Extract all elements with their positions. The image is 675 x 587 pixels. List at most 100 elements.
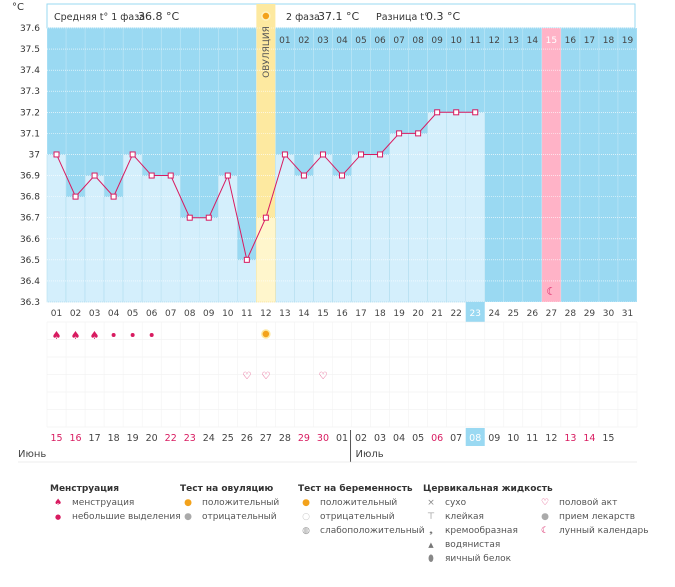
- egg-white-icon: ⬮: [428, 554, 434, 564]
- calendar-date-label: 04: [393, 433, 405, 444]
- grey-circle-icon: ●: [184, 512, 192, 522]
- cycle-day-label: 20: [412, 309, 424, 319]
- temperature-point: [167, 172, 174, 179]
- diff-label: Разница t°: [376, 12, 429, 23]
- temperature-point: [453, 109, 460, 116]
- cycle-day-label: 23: [469, 309, 480, 319]
- legend-pregnancy-test: Тест на беременность ● положительный ○ отр…: [298, 482, 425, 538]
- top-day-label: 10: [450, 36, 462, 46]
- calendar-date-label: 13: [564, 433, 576, 444]
- y-tick-label: 36.5: [20, 256, 40, 266]
- calendar-date-label: 23: [184, 433, 196, 444]
- phase2-value: 37.1 °C: [318, 10, 359, 23]
- calendar-date-label: 27: [260, 433, 272, 444]
- phase1-value: 36.8 °C: [138, 10, 179, 23]
- cycle-day-label: 09: [203, 309, 215, 319]
- cycle-day-label: 18: [374, 309, 386, 319]
- calendar-date-label: 12: [545, 433, 557, 444]
- cycle-day-label: 12: [260, 309, 271, 319]
- top-day-label: 16: [565, 36, 577, 46]
- cycle-day-label: 29: [584, 309, 596, 319]
- temperature-point: [415, 130, 422, 137]
- temperature-point: [319, 151, 326, 158]
- drop-heavy-icon: ♠: [90, 329, 100, 342]
- cycle-day-label: 03: [89, 309, 100, 319]
- legend-pregnancy-negative: отрицательный: [320, 512, 395, 522]
- ovulation-label: ОВУЛЯЦИЯ: [262, 26, 272, 78]
- temperature-point: [91, 172, 98, 179]
- y-tick-label: 36.9: [20, 172, 40, 182]
- top-day-label: 19: [622, 36, 634, 46]
- temperature-point: [472, 109, 479, 116]
- sun-icon: [261, 11, 271, 21]
- top-day-label: 04: [336, 36, 348, 46]
- calendar-date-label: 05: [412, 433, 424, 444]
- moon-icon: ☾: [546, 285, 556, 298]
- y-tick-label: 37.4: [20, 66, 40, 76]
- calendar-date-label: 11: [526, 433, 538, 444]
- cycle-day-label: 05: [127, 309, 138, 319]
- month-label-july: Июль: [356, 449, 384, 460]
- calendar-date-label: 28: [279, 433, 291, 444]
- calendar-date-label: 08: [469, 433, 481, 444]
- calendar-date-label: 03: [374, 433, 386, 444]
- temp-bar: [351, 154, 371, 303]
- y-tick-label: 36.6: [20, 235, 40, 245]
- top-day-label: 15: [546, 36, 557, 46]
- pill-icon: ●: [541, 512, 549, 522]
- cycle-day-label: 14: [298, 309, 310, 319]
- today-date-highlight: [465, 428, 485, 446]
- y-tick-label: 37.2: [20, 108, 40, 118]
- legend-medication: прием лекарств: [559, 512, 636, 522]
- calendar-date-label: 06: [431, 433, 443, 444]
- cycle-day-label: 08: [184, 309, 196, 319]
- y-tick-label: 37.5: [20, 45, 40, 55]
- top-day-label: 02: [298, 36, 309, 46]
- temperature-point: [224, 172, 231, 179]
- cycle-day-label: 07: [165, 309, 176, 319]
- legend-cervical-creamy: кремообразная: [445, 526, 518, 536]
- sun-icon: ●: [184, 498, 192, 508]
- top-day-label: 03: [317, 36, 328, 46]
- temp-bar: [122, 154, 143, 303]
- header-bar: [46, 3, 636, 29]
- calendar-date-label: 22: [165, 433, 177, 444]
- drop-small-icon: [149, 333, 154, 337]
- cycle-day-label: 16: [336, 309, 348, 319]
- temperature-point: [53, 151, 60, 158]
- top-day-label: 14: [527, 36, 539, 46]
- legend-intercourse: половой акт: [559, 498, 618, 508]
- y-tick-label: 37.3: [20, 87, 40, 97]
- y-tick-label: 36.7: [20, 214, 40, 224]
- phase2-label: 2 фаза: [286, 12, 320, 23]
- top-day-label: 11: [469, 36, 480, 46]
- legend-cervical-sticky: клейкая: [445, 512, 484, 522]
- temperature-point: [186, 214, 193, 221]
- legend-menstruation: Менструация ♠ менструация ● небольшие выде…: [50, 482, 181, 524]
- y-tick-label: 36.8: [20, 193, 40, 203]
- temperature-point: [281, 151, 288, 158]
- cross-icon: ×: [427, 498, 435, 508]
- legend-pregnancy-weak: слабоположительный: [320, 526, 425, 536]
- pregnancy-negative-icon: ○: [302, 512, 310, 522]
- top-day-label: 13: [508, 36, 519, 46]
- cycle-day-label: 21: [431, 309, 442, 319]
- calendar-date-label: 25: [222, 433, 234, 444]
- temperature-point: [205, 214, 212, 221]
- cycle-day-label: 15: [317, 309, 328, 319]
- temperature-point: [129, 151, 136, 158]
- cycle-day-label: 13: [279, 309, 290, 319]
- pregnancy-positive-icon: ●: [302, 498, 310, 508]
- heart-icon: ♡: [261, 371, 270, 382]
- heart-icon: ♡: [242, 371, 251, 382]
- temperature-point: [339, 172, 345, 179]
- drop-heavy-icon: ♠: [52, 329, 62, 342]
- temp-bar: [465, 112, 485, 303]
- legend-cervical-eggwhite: яичный белок: [445, 554, 512, 564]
- legend-cervical-watery: водянистая: [445, 540, 501, 550]
- cycle-day-label: 31: [622, 309, 633, 319]
- y-tick-label: 37.6: [20, 24, 40, 34]
- temperature-point: [377, 151, 384, 158]
- calendar-date-label: 07: [450, 433, 462, 444]
